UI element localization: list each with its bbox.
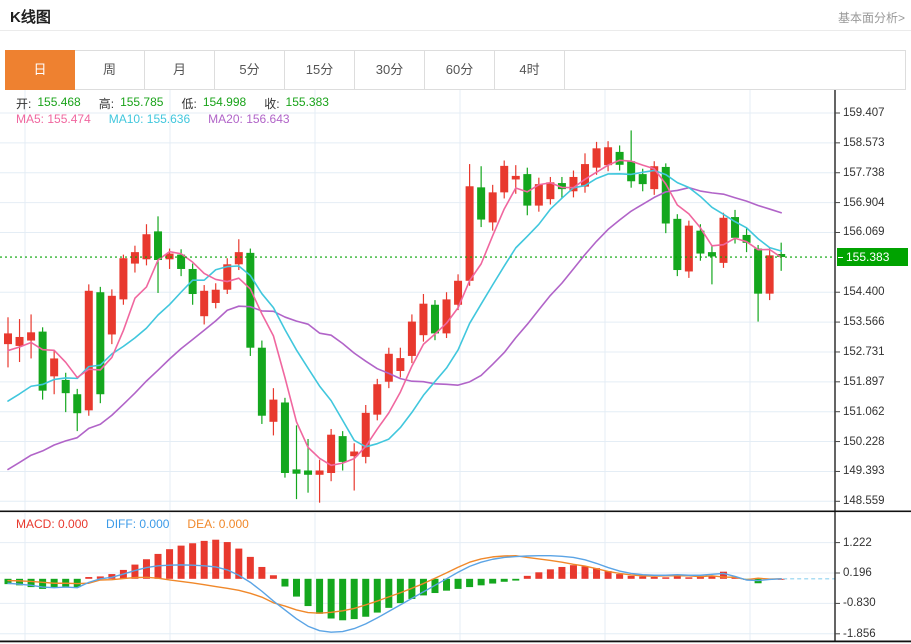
open-label: 开: — [16, 97, 32, 111]
page-title: K线图 — [10, 9, 51, 26]
price-tag-tick — [838, 256, 843, 258]
tab-4时[interactable]: 4时 — [495, 51, 565, 89]
dea-value-readout: DEA: 0.000 — [187, 517, 249, 531]
macd-y-axis-label: -1.856 — [843, 627, 876, 640]
close-label: 收: — [264, 97, 280, 111]
tab-周[interactable]: 周 — [75, 51, 145, 89]
main-y-axis-label: 151.062 — [843, 405, 885, 418]
tab-15分[interactable]: 15分 — [285, 51, 355, 89]
diff-value-readout: DIFF: 0.000 — [106, 517, 170, 531]
main-y-axis-label: 152.731 — [843, 345, 885, 358]
tab-日[interactable]: 日 — [5, 50, 75, 90]
ma-readout: MA5: 155.474 MA10: 155.636 MA20: 156.643 — [16, 112, 304, 126]
candlestick-series — [4, 130, 786, 503]
tab-60分[interactable]: 60分 — [425, 51, 495, 89]
tab-5分[interactable]: 5分 — [215, 51, 285, 89]
macd-y-axis-label: 1.222 — [843, 536, 872, 549]
ma20-readout: MA20: 156.643 — [208, 112, 290, 126]
main-y-axis-label: 153.566 — [843, 316, 885, 329]
main-y-axis-label: 156.904 — [843, 196, 885, 209]
high-label: 高: — [98, 97, 115, 111]
main-y-axis-label: 157.738 — [843, 166, 885, 179]
header-divider — [0, 30, 911, 31]
low-label: 低: — [181, 97, 197, 111]
macd-y-axis-label: -0.830 — [843, 597, 876, 610]
ma10-readout: MA10: 155.636 — [108, 112, 191, 126]
ohlc-readout: 开: 155.468 高: 155.785 低: 154.998 收: 155.… — [16, 95, 341, 112]
close-value: 155.383 — [285, 95, 329, 109]
tab-30分[interactable]: 30分 — [355, 51, 425, 89]
main-y-axis-label: 154.400 — [843, 286, 885, 299]
macd-readout: MACD: 0.000 DIFF: 0.000 DEA: 0.000 — [16, 517, 267, 531]
gridlines — [0, 90, 835, 640]
ma5-readout: MA5: 155.474 — [16, 112, 91, 126]
main-y-axis-label: 148.559 — [843, 495, 885, 508]
main-y-axis-label: 149.393 — [843, 465, 885, 478]
open-value: 155.468 — [37, 95, 81, 109]
main-y-axis-label: 159.407 — [843, 107, 885, 119]
tab-月[interactable]: 月 — [145, 51, 215, 89]
high-value: 155.785 — [120, 95, 164, 109]
macd-panel — [4, 539, 835, 633]
ma-lines — [7, 159, 782, 471]
tab-bar-filler — [565, 51, 905, 89]
main-y-axis-label: 150.228 — [843, 435, 885, 448]
fundamental-analysis-link[interactable]: 基本面分析> — [837, 11, 905, 25]
macd-y-axis-label: 0.196 — [843, 567, 872, 579]
axes — [0, 90, 911, 643]
main-y-axis-label: 156.069 — [843, 226, 885, 239]
main-y-axis-label: 158.573 — [843, 136, 885, 149]
main-y-axis-label: 151.897 — [843, 375, 885, 388]
low-value: 154.998 — [202, 95, 247, 109]
price-tag-value: 155.383 — [846, 250, 890, 265]
timeframe-tabs: 日周月 5分 15分 30分 60分 4时 — [5, 50, 906, 90]
current-price-tag: 155.383 — [837, 248, 908, 267]
macd-value-readout: MACD: 0.000 — [16, 517, 89, 531]
